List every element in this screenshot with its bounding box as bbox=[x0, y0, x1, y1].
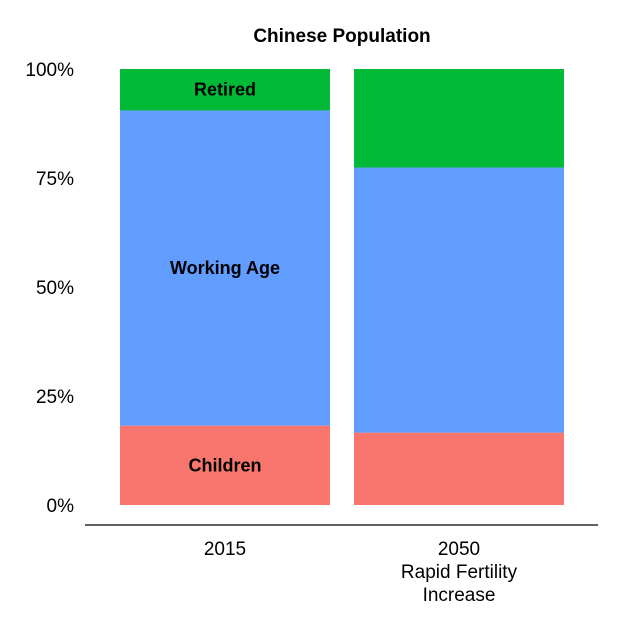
chart-title: Chinese Population bbox=[253, 26, 430, 47]
x-axis: 2015 2050 Rapid Fertility Increase bbox=[85, 524, 598, 606]
x-tick-label-line: 2050 bbox=[438, 539, 480, 560]
bar-segment-retired-1 bbox=[354, 69, 564, 168]
y-tick-label: 50% bbox=[36, 278, 74, 299]
x-tick-label: 2050 Rapid Fertility Increase bbox=[401, 539, 518, 606]
x-tick-label-line: Increase bbox=[423, 585, 496, 606]
y-tick-label: 0% bbox=[47, 496, 75, 517]
bars-layer bbox=[120, 69, 564, 505]
y-tick-label: 25% bbox=[36, 387, 74, 408]
bar-segment-retired-0 bbox=[120, 69, 330, 111]
x-tick-label-line: Rapid Fertility bbox=[401, 562, 518, 583]
bar-segment-children-0 bbox=[120, 425, 330, 505]
y-tick-label: 100% bbox=[25, 60, 74, 81]
segment-label-children-0: Children bbox=[188, 455, 261, 475]
y-axis: 0% 25% 50% 75% 100% bbox=[25, 60, 74, 517]
bar-segment-children-1 bbox=[354, 432, 564, 505]
x-tick-label: 2015 bbox=[204, 539, 246, 560]
x-tick-label-line: 2015 bbox=[204, 539, 246, 560]
segment-labels-layer: Children Working Age Retired bbox=[170, 80, 280, 476]
bar-segment-working-0 bbox=[120, 110, 330, 426]
segment-label-working-0: Working Age bbox=[170, 258, 280, 278]
bar-segment-working-1 bbox=[354, 167, 564, 433]
y-tick-label: 75% bbox=[36, 169, 74, 190]
segment-label-retired-0: Retired bbox=[194, 80, 256, 100]
